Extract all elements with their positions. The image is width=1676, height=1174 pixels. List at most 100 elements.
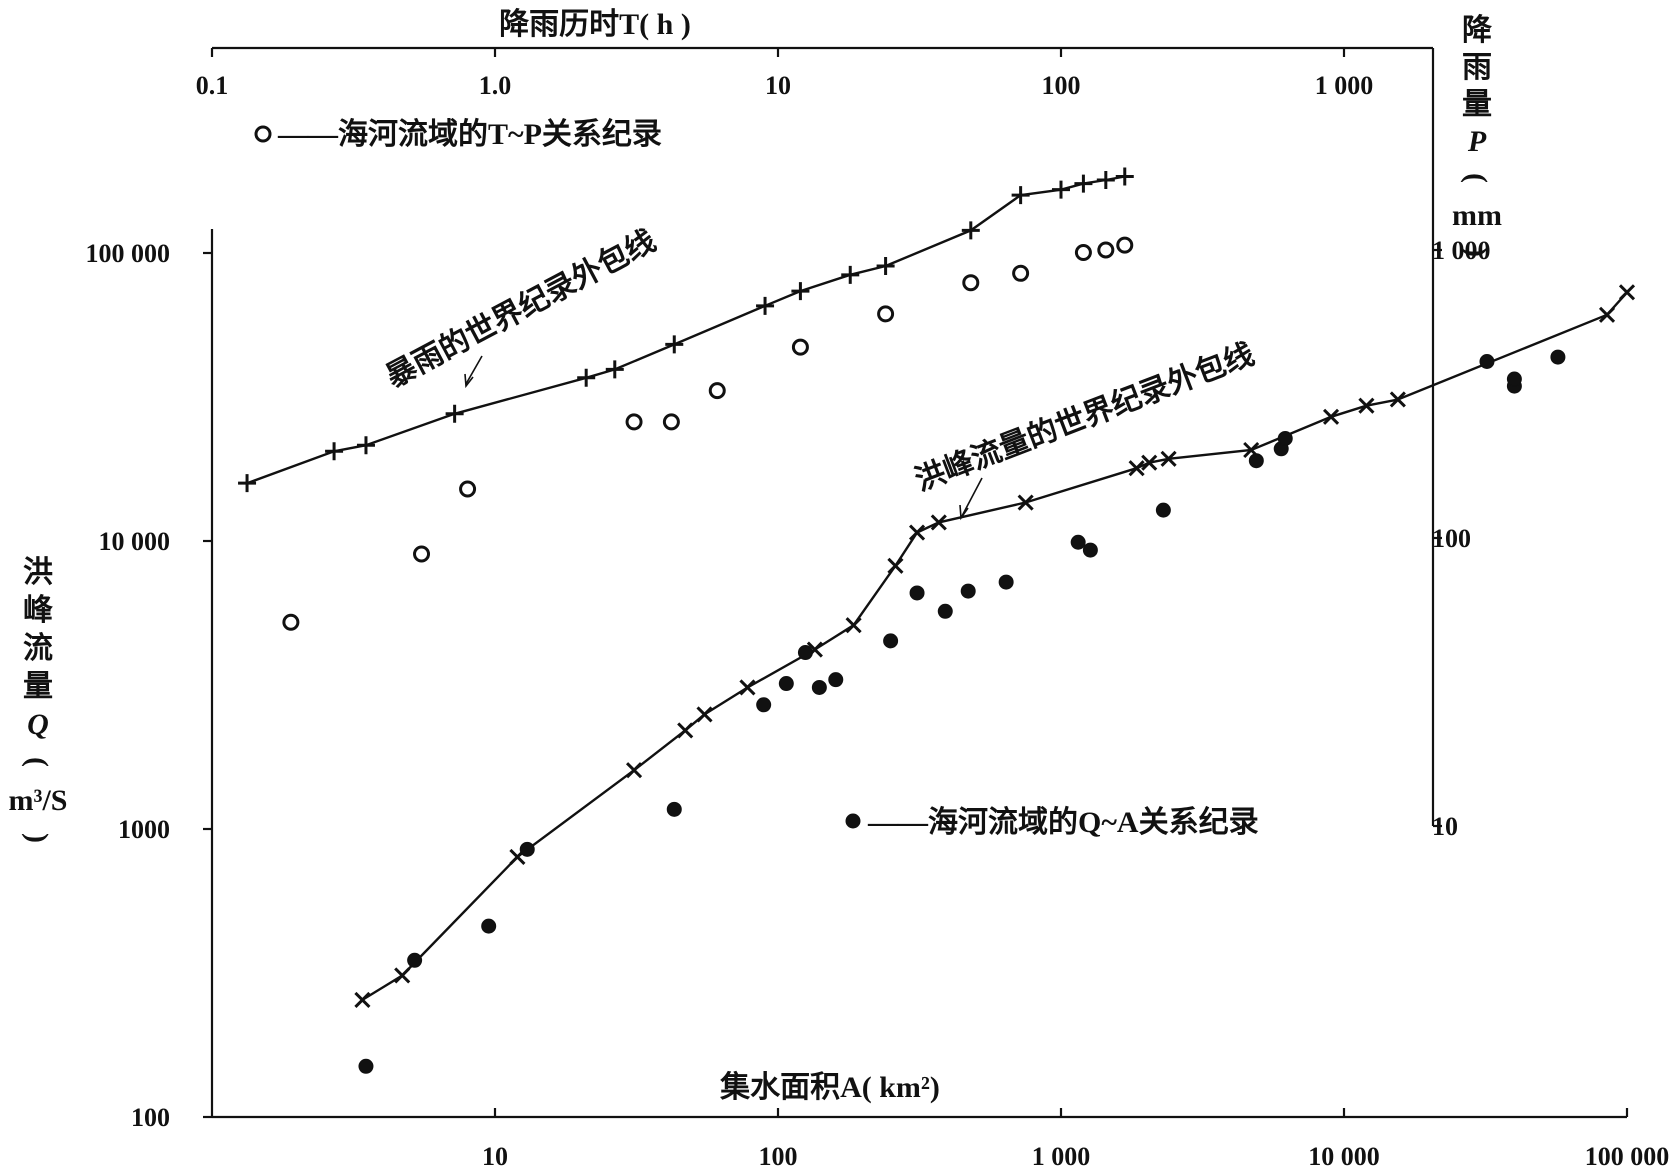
bottom-x-tick-label: 10 000	[1308, 1142, 1380, 1171]
data-point	[325, 442, 344, 461]
data-point	[394, 967, 411, 984]
data-point	[797, 645, 813, 661]
data-point	[962, 274, 980, 292]
series-2	[354, 284, 1636, 1008]
annotation-flood-envelope: 洪峰流量的世界纪录外包线	[910, 337, 1258, 498]
axes	[210, 46, 1627, 1119]
data-point	[791, 338, 809, 356]
data-point	[811, 679, 827, 695]
data-point	[1389, 391, 1406, 408]
legend-label-qa-record: ——海河流域的Q~A关系纪录	[867, 806, 1259, 839]
data-point	[778, 676, 794, 692]
bottom-x-tick-label: 100	[759, 1142, 798, 1171]
left-y-axis-title-char: )	[21, 833, 54, 843]
data-point	[883, 633, 899, 649]
data-point	[756, 697, 772, 713]
right-y-axis-title-char: (	[1460, 173, 1493, 183]
data-point	[1097, 241, 1115, 259]
axis-ticks: 10 100 1 000 10 000 100 000 100 1000 10 000 100 …	[86, 48, 1670, 1171]
data-point	[677, 722, 694, 739]
series-0	[238, 167, 1134, 493]
data-point	[708, 382, 726, 400]
data-point	[1248, 453, 1264, 469]
data-point	[445, 404, 464, 423]
data-point	[877, 305, 895, 323]
data-point	[887, 557, 904, 574]
data-point	[961, 221, 980, 240]
right-y-axis-title-char: 量	[1462, 88, 1492, 121]
right-y-axis-title-char: P	[1467, 125, 1487, 158]
top-x-tick-label: 10	[765, 71, 791, 100]
data-point	[481, 918, 497, 934]
left-y-tick-label: 10 000	[99, 527, 171, 556]
annotation-arrow-rainfall	[465, 355, 483, 385]
data-point	[238, 474, 257, 493]
data-point	[1074, 244, 1092, 262]
right-y-axis-title-char: )	[1460, 247, 1493, 257]
right-y-tick-label: 1 000	[1432, 236, 1491, 265]
left-y-tick-label: 100 000	[86, 239, 171, 268]
data-point	[1598, 306, 1616, 323]
bottom-x-axis-title: 集水面积A( km²)	[719, 1071, 940, 1104]
data-point	[908, 524, 926, 541]
data-point	[960, 583, 976, 599]
left-y-axis-title-char: 流	[23, 632, 53, 665]
data-point	[358, 1058, 374, 1074]
data-point	[1070, 534, 1086, 550]
top-x-tick-label: 100	[1042, 71, 1081, 100]
legend-circle-marker	[254, 125, 272, 143]
left-y-axis-title-char: Q	[27, 708, 49, 741]
legend-dot-marker	[845, 813, 861, 829]
data-point	[791, 282, 810, 301]
right-y-axis-title-char: 雨	[1462, 51, 1492, 84]
data-point	[1052, 180, 1070, 199]
data-point	[937, 603, 953, 619]
series	[238, 167, 1636, 1074]
data-point	[1011, 186, 1030, 205]
data-point	[1096, 171, 1115, 190]
data-point	[407, 952, 423, 968]
data-point	[625, 762, 643, 779]
right-y-axis-title-char: mm	[1452, 199, 1502, 232]
legend-item-qa-record: ——海河流域的Q~A关系纪录	[845, 806, 1259, 839]
data-point	[459, 480, 477, 498]
data-point	[1618, 284, 1636, 301]
data-point	[1550, 349, 1566, 365]
annotation-arrowhead-rainfall	[464, 373, 474, 389]
data-point	[1017, 494, 1034, 511]
data-point	[413, 545, 431, 563]
data-point	[1012, 264, 1030, 282]
series-3	[358, 349, 1566, 1074]
data-point	[605, 360, 624, 379]
annotation-arrowhead-flood	[959, 504, 969, 521]
left-y-axis-title-char: (	[21, 757, 54, 767]
data-point	[739, 679, 756, 696]
bottom-x-tick-label: 100 000	[1585, 1142, 1670, 1171]
top-x-tick-label: 1 000	[1315, 71, 1374, 100]
data-point	[1506, 371, 1522, 387]
data-point	[519, 841, 535, 857]
right-y-tick-label: 100	[1432, 524, 1471, 553]
right-y-tick-label: 10	[1432, 812, 1458, 841]
data-point	[756, 296, 775, 315]
data-point	[662, 413, 680, 431]
data-point	[1322, 408, 1340, 425]
data-point	[1128, 460, 1145, 477]
bottom-x-tick-label: 10	[482, 1142, 508, 1171]
data-point	[625, 413, 643, 431]
bottom-x-tick-label: 1 000	[1032, 1142, 1091, 1171]
right-y-axis-title-char: 降	[1462, 14, 1493, 47]
data-point	[666, 801, 682, 817]
top-x-tick-label: 0.1	[196, 71, 229, 100]
left-y-axis-title-char: m³/S	[8, 784, 67, 817]
legend: ——海河流域的T~P关系纪录 ——海河流域的Q~A关系纪录	[254, 118, 1259, 839]
left-y-tick-label: 100	[131, 1103, 170, 1132]
data-point	[354, 991, 371, 1008]
data-point	[1074, 174, 1093, 193]
data-point	[1141, 454, 1158, 471]
data-point	[577, 368, 596, 387]
data-point	[998, 574, 1014, 590]
data-point	[845, 617, 862, 634]
